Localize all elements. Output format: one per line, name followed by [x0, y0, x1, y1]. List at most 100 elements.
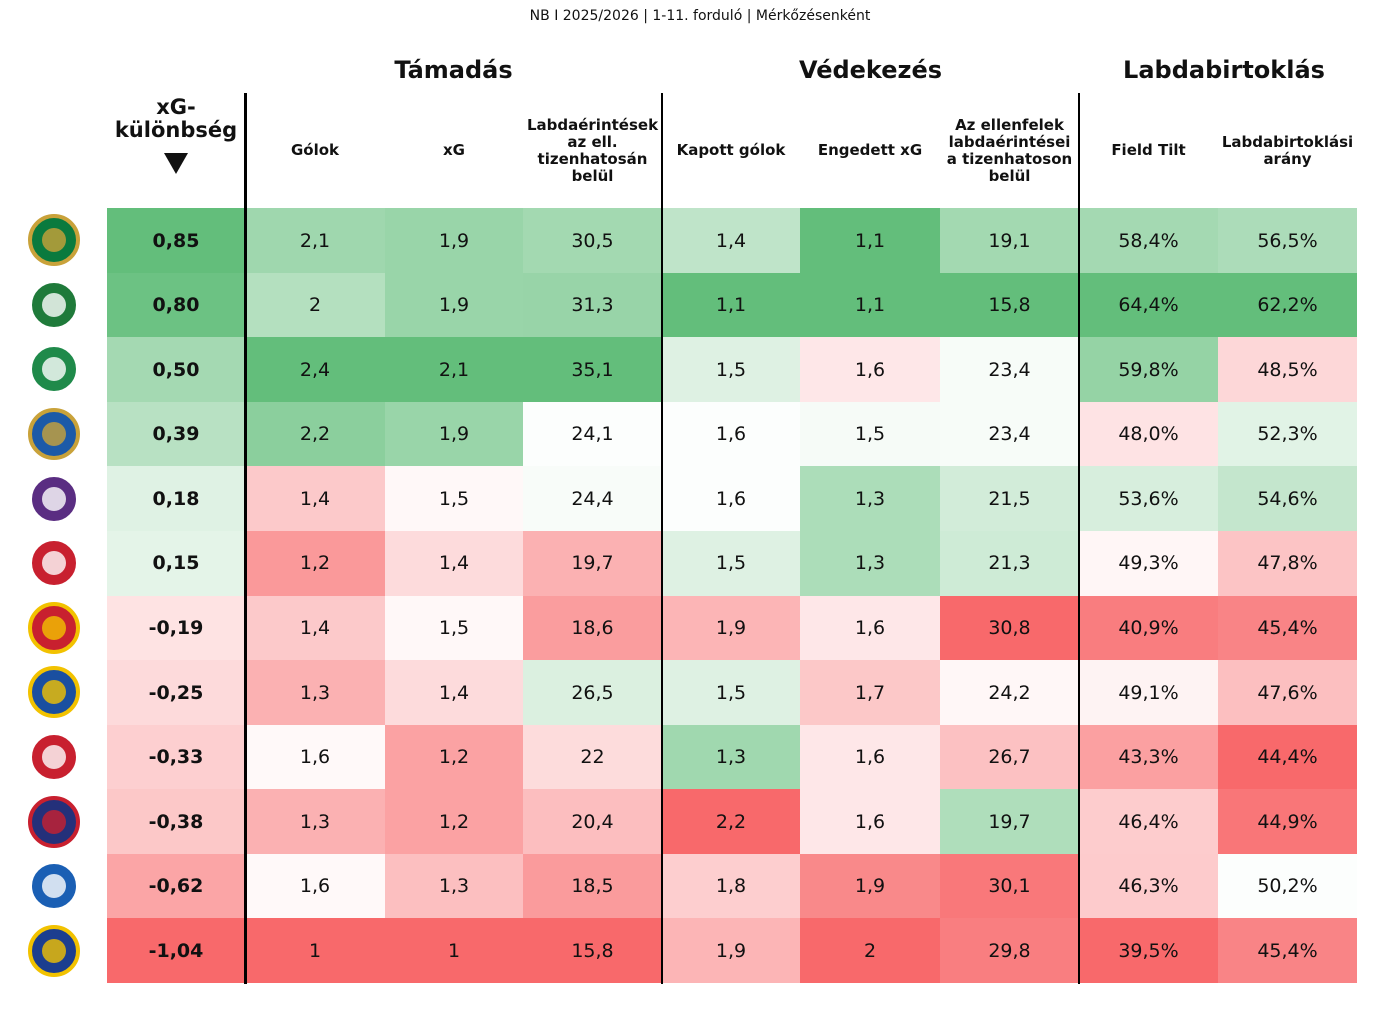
- table-cell: 1,3: [245, 660, 385, 726]
- table-cell: 49,1%: [1079, 660, 1218, 726]
- table-cell: -1,04: [107, 918, 245, 984]
- table-cell: 1,5: [662, 530, 800, 596]
- table-cell: 54,6%: [1218, 466, 1357, 532]
- table-cell: 43,3%: [1079, 724, 1218, 790]
- table-cell: -0,38: [107, 789, 245, 855]
- team-logo: [28, 537, 80, 590]
- table-cell: 56,5%: [1218, 208, 1357, 274]
- table-cell: 48,5%: [1218, 337, 1357, 403]
- table-cell: 1,3: [385, 853, 523, 919]
- table-cell: 2,1: [245, 208, 385, 274]
- table-cell: 30,8: [940, 595, 1079, 661]
- table-cell: 19,7: [940, 789, 1079, 855]
- table-cell: 1,2: [385, 789, 523, 855]
- table-cell: 1,4: [385, 660, 523, 726]
- table-cell: 21,3: [940, 530, 1079, 596]
- column-header: Field Tilt: [1111, 141, 1186, 160]
- table-cell: -0,33: [107, 724, 245, 790]
- divider: [661, 93, 663, 984]
- table-cell: 44,4%: [1218, 724, 1357, 790]
- table-cell: 49,3%: [1079, 530, 1218, 596]
- table-cell: 0,85: [107, 208, 245, 274]
- table-cell: 22: [523, 724, 662, 790]
- table-cell: 1,6: [245, 853, 385, 919]
- table-cell: 31,3: [523, 272, 662, 338]
- team-logo: [28, 343, 80, 396]
- table-cell: 46,4%: [1079, 789, 1218, 855]
- table-cell: 1,9: [385, 272, 523, 338]
- table-cell: 44,9%: [1218, 789, 1357, 855]
- table-cell: 64,4%: [1079, 272, 1218, 338]
- table-cell: 48,0%: [1079, 401, 1218, 467]
- table-cell: 1,6: [800, 724, 940, 790]
- table-cell: 0,80: [107, 272, 245, 338]
- table-cell: 1,5: [800, 401, 940, 467]
- table-cell: 46,3%: [1079, 853, 1218, 919]
- table-cell: 1,5: [385, 595, 523, 661]
- column-header: Engedett xG: [817, 141, 923, 160]
- table-cell: -0,19: [107, 595, 245, 661]
- table-cell: 1: [385, 918, 523, 984]
- table-cell: 18,6: [523, 595, 662, 661]
- table-cell: 1,6: [800, 337, 940, 403]
- table-cell: 19,1: [940, 208, 1079, 274]
- table-cell: 0,39: [107, 401, 245, 467]
- subtitle: NB I 2025/2026 | 1-11. forduló | Mérkőzé…: [529, 8, 871, 24]
- table-cell: 50,2%: [1218, 853, 1357, 919]
- divider: [1078, 93, 1080, 984]
- table-cell: 1,5: [662, 337, 800, 403]
- table-cell: 1,5: [662, 660, 800, 726]
- team-logo: [28, 214, 80, 267]
- team-logo: [28, 408, 80, 461]
- table-cell: 1,2: [245, 530, 385, 596]
- table-cell: 2,1: [385, 337, 523, 403]
- table-cell: 0,50: [107, 337, 245, 403]
- table-cell: 47,8%: [1218, 530, 1357, 596]
- table-cell: 1,9: [662, 595, 800, 661]
- table-cell: 24,4: [523, 466, 662, 532]
- column-header: Az ellenfelek labdaérintései a tizenhato…: [946, 115, 1073, 186]
- table-cell: 1,9: [385, 208, 523, 274]
- table-cell: 21,5: [940, 466, 1079, 532]
- table-cell: 1,5: [385, 466, 523, 532]
- table-cell: 15,8: [940, 272, 1079, 338]
- table-cell: 45,4%: [1218, 918, 1357, 984]
- team-logo: [28, 666, 80, 719]
- group-header: Labdabirtoklás: [1123, 56, 1325, 84]
- table-cell: -0,62: [107, 853, 245, 919]
- table-cell: 39,5%: [1079, 918, 1218, 984]
- table-cell: 1,1: [800, 272, 940, 338]
- table-cell: 24,2: [940, 660, 1079, 726]
- sort-arrow: [164, 153, 188, 174]
- table-cell: 23,4: [940, 337, 1079, 403]
- table-cell: 2: [245, 272, 385, 338]
- table-cell: 1,3: [245, 789, 385, 855]
- table-cell: 58,4%: [1079, 208, 1218, 274]
- table-cell: 1,6: [800, 595, 940, 661]
- table-cell: 1,6: [662, 401, 800, 467]
- table-cell: 1: [245, 918, 385, 984]
- table-cell: 1,1: [662, 272, 800, 338]
- column-header: Labdabirtoklási arány: [1221, 132, 1354, 168]
- column-header: Kapott gólok: [676, 141, 786, 160]
- table-cell: 15,8: [523, 918, 662, 984]
- team-logo: [28, 601, 80, 654]
- table-cell: 1,6: [245, 724, 385, 790]
- table-cell: 59,8%: [1079, 337, 1218, 403]
- table-cell: 1,4: [662, 208, 800, 274]
- table-cell: 29,8: [940, 918, 1079, 984]
- table-cell: 30,1: [940, 853, 1079, 919]
- table-cell: 35,1: [523, 337, 662, 403]
- table-cell: 1,8: [662, 853, 800, 919]
- table-cell: 1,1: [800, 208, 940, 274]
- table-cell: 26,5: [523, 660, 662, 726]
- table-cell: 2,4: [245, 337, 385, 403]
- team-logo: [28, 924, 80, 977]
- column-header: xG: [443, 141, 465, 160]
- team-logo: [28, 730, 80, 783]
- table-cell: 47,6%: [1218, 660, 1357, 726]
- table-cell: 1,9: [662, 918, 800, 984]
- table-cell: 0,18: [107, 466, 245, 532]
- group-header: Támadás: [394, 56, 513, 84]
